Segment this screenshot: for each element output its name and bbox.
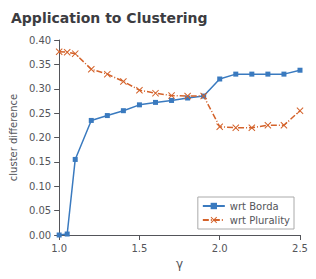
svg-text:0.40: 0.40 [29, 35, 51, 46]
svg-text:Application to Clustering: Application to Clustering [11, 10, 208, 26]
svg-text:2.0: 2.0 [212, 243, 228, 254]
svg-text:0.15: 0.15 [29, 156, 51, 167]
svg-text:0.20: 0.20 [29, 132, 51, 143]
svg-text:0.25: 0.25 [29, 108, 51, 119]
svg-text:1.0: 1.0 [51, 243, 67, 254]
svg-text:2.5: 2.5 [292, 243, 308, 254]
svg-text:0.00: 0.00 [29, 230, 51, 241]
svg-text:wrt Plurality: wrt Plurality [230, 215, 290, 226]
svg-text:wrt Borda: wrt Borda [230, 201, 279, 212]
svg-text:cluster difference: cluster difference [8, 94, 19, 181]
svg-text:1.5: 1.5 [131, 243, 147, 254]
svg-text:0.05: 0.05 [29, 205, 51, 216]
svg-text:0.10: 0.10 [29, 181, 51, 192]
svg-text:0.35: 0.35 [29, 59, 51, 70]
svg-text:0.30: 0.30 [29, 83, 51, 94]
svg-text:γ: γ [176, 257, 183, 271]
